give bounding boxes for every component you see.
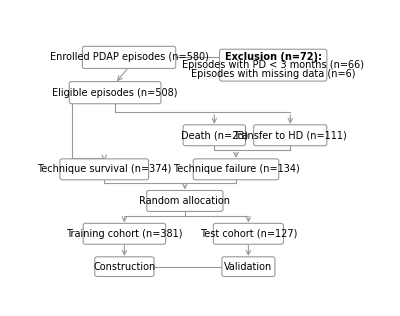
FancyBboxPatch shape (222, 257, 275, 276)
FancyBboxPatch shape (213, 223, 284, 244)
Text: Test cohort (n=127): Test cohort (n=127) (200, 229, 297, 239)
Text: Technique survival (n=374): Technique survival (n=374) (37, 164, 172, 174)
FancyBboxPatch shape (69, 82, 161, 104)
FancyBboxPatch shape (83, 223, 166, 244)
Text: Construction: Construction (93, 262, 156, 272)
FancyBboxPatch shape (147, 191, 223, 211)
Text: Exclusion (n=72):: Exclusion (n=72): (225, 52, 322, 62)
Text: Death (n=23): Death (n=23) (181, 130, 248, 140)
FancyBboxPatch shape (193, 159, 279, 180)
FancyBboxPatch shape (82, 46, 176, 69)
FancyBboxPatch shape (60, 159, 148, 180)
Text: Transfer to HD (n=111): Transfer to HD (n=111) (233, 130, 347, 140)
Text: Episodes with missing data (n=6): Episodes with missing data (n=6) (191, 69, 356, 79)
FancyBboxPatch shape (95, 257, 154, 276)
FancyBboxPatch shape (220, 49, 327, 81)
Text: Enrolled PDAP episodes (n=580): Enrolled PDAP episodes (n=580) (50, 52, 208, 62)
Text: Episodes with PD < 3 months (n=66): Episodes with PD < 3 months (n=66) (182, 60, 364, 70)
Text: Eligible episodes (n=508): Eligible episodes (n=508) (52, 88, 178, 98)
FancyBboxPatch shape (183, 125, 246, 146)
Text: Validation: Validation (224, 262, 272, 272)
Text: Random allocation: Random allocation (139, 196, 230, 206)
FancyBboxPatch shape (254, 125, 327, 146)
Text: Training cohort (n=381): Training cohort (n=381) (66, 229, 183, 239)
Text: Technique failure (n=134): Technique failure (n=134) (173, 164, 299, 174)
